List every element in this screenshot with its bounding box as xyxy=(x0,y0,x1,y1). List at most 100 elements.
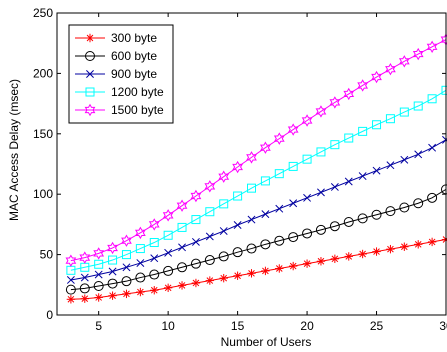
data-point-1200-byte xyxy=(274,169,284,179)
data-point-1200-byte xyxy=(260,176,270,186)
data-point-600-byte xyxy=(315,224,326,235)
data-point-300-byte xyxy=(316,257,326,266)
data-point-1200-byte xyxy=(399,107,409,117)
data-point-300-byte xyxy=(122,289,131,299)
data-point-600-byte xyxy=(399,202,410,213)
data-point-1200-byte xyxy=(413,101,423,111)
x-tick-label: 5 xyxy=(95,319,102,333)
data-point-900-byte xyxy=(414,150,423,159)
data-point-1200-byte xyxy=(121,250,131,260)
y-tick-label: 0 xyxy=(46,308,53,322)
data-point-300-byte xyxy=(358,249,367,259)
data-point-300-byte xyxy=(275,264,284,273)
data-point-1200-byte xyxy=(149,238,159,248)
data-point-1500-byte xyxy=(357,79,369,92)
data-point-900-byte xyxy=(164,248,173,257)
legend-entry-1200-byte: 1200 byte xyxy=(75,85,164,99)
series-1500-byte xyxy=(65,33,447,267)
data-point-1500-byte xyxy=(385,62,396,76)
data-point-900-byte xyxy=(233,221,242,229)
legend-marker xyxy=(85,33,95,43)
data-point-1500-byte xyxy=(371,70,382,84)
data-point-1500-byte xyxy=(204,180,216,193)
data-point-300-byte xyxy=(163,283,173,293)
data-point-300-byte xyxy=(288,261,298,271)
data-point-1500-byte xyxy=(232,160,243,174)
data-point-600-byte xyxy=(177,262,188,273)
series-line-600-byte xyxy=(70,188,447,291)
data-point-1500-byte xyxy=(190,189,202,203)
data-point-600-byte xyxy=(288,232,299,243)
data-point-300-byte xyxy=(261,266,270,276)
data-point-900-byte xyxy=(261,210,270,219)
data-point-900-byte xyxy=(330,182,339,191)
data-point-600-byte xyxy=(163,265,174,276)
legend-entry-1500-byte: 1500 byte xyxy=(75,103,164,117)
data-point-1500-byte xyxy=(398,55,410,68)
data-point-600-byte xyxy=(149,269,160,280)
data-point-600-byte xyxy=(343,216,354,227)
data-point-300-byte xyxy=(66,295,76,304)
data-point-600-byte xyxy=(190,258,201,269)
data-point-900-byte xyxy=(372,166,381,175)
data-point-1500-byte xyxy=(287,123,299,136)
y-tick-label: 100 xyxy=(33,187,53,201)
legend-marker xyxy=(85,87,95,97)
legend-marker xyxy=(85,51,95,61)
data-point-900-byte xyxy=(94,270,103,279)
y-tick-label: 50 xyxy=(40,248,54,262)
y-axis-label: MAC Access Delay (msec) xyxy=(7,79,21,221)
data-point-1500-byte xyxy=(93,247,105,260)
data-point-1500-byte xyxy=(412,47,424,61)
data-point-600-byte xyxy=(260,239,271,250)
data-point-900-byte xyxy=(275,204,284,213)
data-point-600-byte xyxy=(329,221,340,232)
x-tick-label: 15 xyxy=(231,319,245,333)
data-point-1200-byte xyxy=(372,120,382,130)
data-point-900-byte xyxy=(178,243,186,252)
data-point-1500-byte xyxy=(176,199,188,212)
data-point-900-byte xyxy=(317,188,325,197)
series-line-1500-byte xyxy=(70,39,447,262)
data-point-1500-byte xyxy=(134,226,146,240)
data-point-600-byte xyxy=(107,278,118,289)
x-tick-label: 30 xyxy=(439,319,447,333)
data-point-1200-byte xyxy=(177,222,187,232)
data-point-600-byte xyxy=(135,272,146,283)
data-point-600-byte xyxy=(79,283,90,294)
data-point-300-byte xyxy=(80,294,89,303)
data-point-900-byte xyxy=(66,276,75,284)
series-line-300-byte xyxy=(70,239,447,300)
data-point-900-byte xyxy=(122,263,131,272)
data-point-1200-byte xyxy=(135,244,145,254)
plot-area xyxy=(65,33,447,304)
data-point-600-byte xyxy=(357,213,368,224)
data-point-600-byte xyxy=(65,284,76,295)
x-tick-label: 10 xyxy=(161,319,175,333)
data-point-1500-byte xyxy=(121,234,132,247)
data-point-1500-byte xyxy=(260,141,271,154)
data-point-900-byte xyxy=(386,161,395,170)
data-point-300-byte xyxy=(330,254,340,264)
data-point-1500-byte xyxy=(79,251,91,264)
data-point-300-byte xyxy=(108,291,117,300)
data-point-900-byte xyxy=(136,259,145,268)
data-point-1500-byte xyxy=(315,105,327,118)
data-point-1500-byte xyxy=(246,151,257,164)
data-point-1500-byte xyxy=(162,209,174,222)
data-point-1500-byte xyxy=(65,254,77,267)
legend-entry-600-byte: 600 byte xyxy=(75,49,157,63)
data-point-900-byte xyxy=(247,215,256,224)
data-point-1200-byte xyxy=(205,207,215,217)
data-point-1200-byte xyxy=(344,133,354,143)
data-point-600-byte xyxy=(121,276,132,287)
legend-label: 300 byte xyxy=(111,31,157,45)
data-point-900-byte xyxy=(428,143,437,152)
data-point-600-byte xyxy=(371,209,382,220)
data-point-300-byte xyxy=(302,259,312,268)
data-point-900-byte xyxy=(80,273,89,282)
data-point-300-byte xyxy=(400,242,409,251)
data-point-1200-byte xyxy=(330,140,340,150)
data-point-300-byte xyxy=(247,269,256,278)
data-point-1200-byte xyxy=(316,147,326,157)
